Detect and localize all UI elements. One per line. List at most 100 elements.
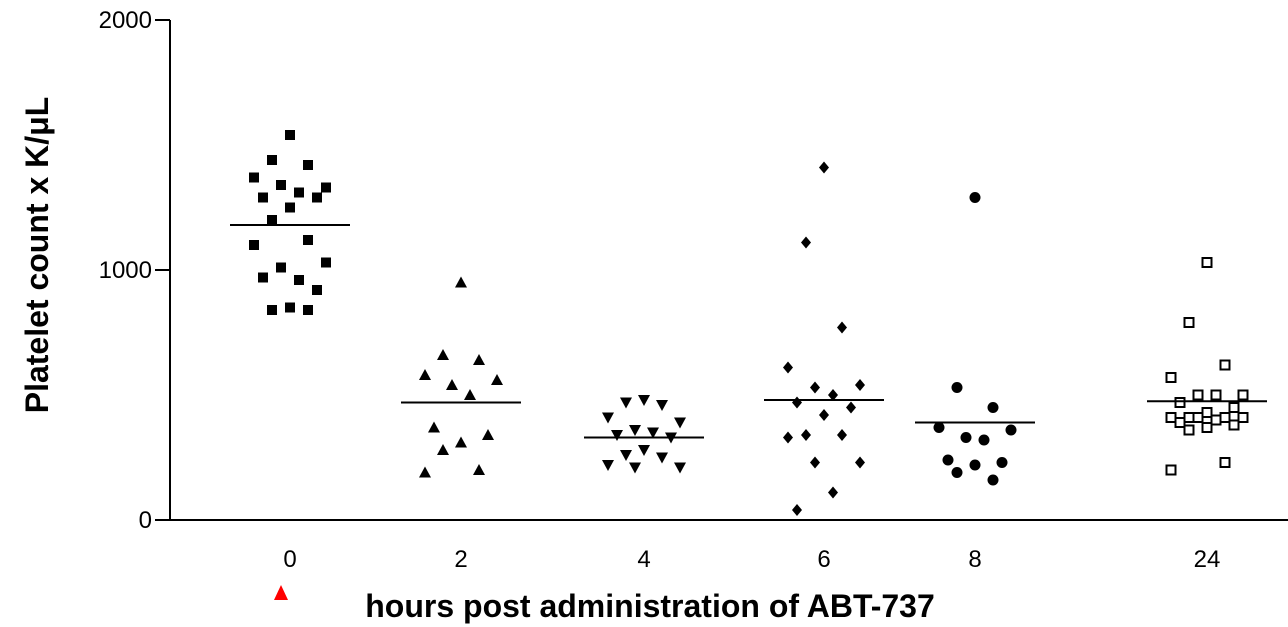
data-point [942, 454, 954, 466]
data-point [855, 456, 865, 469]
data-point [303, 235, 313, 245]
red-triangle-marker [274, 585, 288, 600]
data-point [267, 155, 277, 165]
data-point [1174, 417, 1186, 428]
data-point [969, 192, 981, 203]
data-point [1165, 464, 1177, 476]
data-point [473, 464, 485, 475]
data-point [1192, 389, 1204, 401]
data-point [810, 381, 820, 394]
data-point [837, 429, 847, 441]
data-point [303, 160, 313, 170]
data-point [1228, 402, 1240, 413]
data-point [1183, 424, 1195, 436]
x-tick-label: 2 [454, 546, 467, 573]
x-tick-label: 8 [968, 546, 981, 573]
data-point [647, 427, 659, 439]
data-point [285, 302, 295, 313]
data-point [602, 412, 614, 424]
data-point [276, 262, 286, 273]
data-point [837, 321, 847, 334]
data-point [294, 275, 304, 285]
data-point [312, 192, 322, 203]
data-point [258, 272, 268, 283]
data-point [267, 305, 277, 315]
data-point [249, 240, 259, 250]
y-tick-label: 0 [139, 507, 152, 534]
data-point [419, 466, 431, 478]
data-point [491, 374, 503, 385]
data-point [801, 236, 811, 249]
data-point [801, 429, 811, 441]
data-point [321, 182, 331, 193]
data-point [482, 429, 494, 440]
data-point [792, 504, 802, 516]
data-point [1210, 389, 1222, 401]
data-point [602, 460, 614, 471]
data-point [1219, 457, 1231, 468]
data-point [620, 397, 632, 409]
data-point [1219, 412, 1231, 423]
x-tick-label: 24 [1194, 546, 1221, 573]
y-tick-label: 2000 [99, 7, 152, 34]
data-point [656, 400, 668, 411]
data-point [674, 462, 686, 474]
x-axis-title: hours post administration of ABT-737 [365, 588, 935, 624]
x-tick-label: 0 [283, 546, 296, 573]
data-point [1192, 412, 1204, 423]
data-point [473, 354, 485, 365]
y-axis-title: Platelet count x K/μL [19, 97, 55, 414]
series-4h [584, 395, 704, 474]
data-point [1183, 412, 1195, 423]
series-2h [401, 276, 521, 478]
data-point [933, 422, 945, 433]
data-point [792, 396, 802, 409]
data-point [249, 172, 259, 183]
data-point [1219, 359, 1231, 371]
data-point [620, 450, 632, 461]
data-point [1201, 257, 1213, 268]
data-point [1237, 389, 1249, 401]
data-point [638, 395, 650, 406]
data-point [674, 417, 686, 429]
data-point [1005, 424, 1017, 436]
data-point [1237, 412, 1249, 423]
data-point [1165, 372, 1177, 383]
data-point [846, 401, 856, 414]
data-point [828, 389, 838, 401]
data-point [828, 486, 838, 499]
data-point [437, 349, 449, 360]
data-point [455, 276, 467, 288]
data-point [783, 431, 793, 444]
data-point [855, 379, 865, 391]
data-point [987, 402, 999, 413]
y-tick-label: 1000 [99, 257, 152, 284]
data-point [611, 430, 623, 441]
data-point [638, 445, 650, 456]
data-point [987, 474, 999, 486]
series-24h [1147, 257, 1267, 476]
data-point [428, 421, 440, 433]
data-point [969, 459, 981, 471]
data-point [258, 192, 268, 203]
series-8h [915, 192, 1035, 486]
data-point [1210, 414, 1222, 426]
data-point [312, 285, 322, 295]
data-point [810, 456, 820, 469]
data-point [419, 369, 431, 380]
data-point [1201, 422, 1213, 433]
data-point [437, 444, 449, 455]
data-point [446, 379, 458, 390]
annotations [274, 585, 288, 600]
data-marks [230, 130, 1267, 516]
data-point [455, 436, 467, 448]
data-point [464, 389, 476, 400]
data-point [629, 462, 641, 474]
data-point [285, 130, 295, 140]
data-point [321, 257, 331, 268]
x-tick-label: 4 [637, 546, 650, 573]
series-0h [230, 130, 350, 315]
